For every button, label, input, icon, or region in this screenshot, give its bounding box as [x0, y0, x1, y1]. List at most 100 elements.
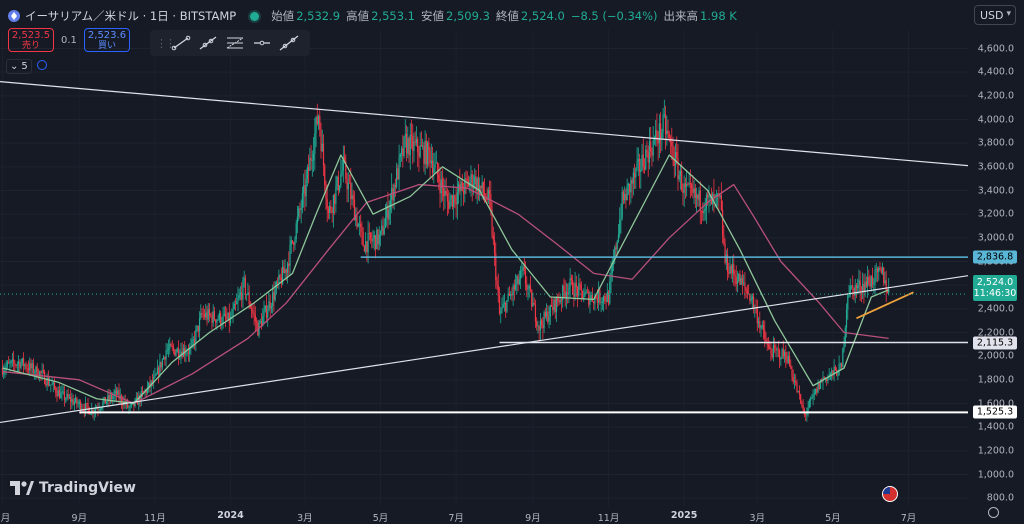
- candle-body: [650, 141, 652, 152]
- candle-body: [343, 156, 346, 162]
- candle-body: [498, 295, 501, 314]
- candle-body: [445, 190, 447, 195]
- high-label: 高値: [346, 9, 370, 23]
- candle-body: [487, 189, 489, 201]
- candle-body: [814, 389, 817, 394]
- candle-body: [568, 286, 570, 294]
- candle-body: [879, 267, 881, 270]
- candle-body: [636, 161, 638, 169]
- horizontal-line-icon[interactable]: [250, 32, 274, 54]
- candle-body: [823, 377, 825, 379]
- candle-body: [569, 278, 571, 287]
- candle-body: [477, 178, 480, 195]
- price-axis[interactable]: 800.0 1,000.0 1,200.0 1,400.0 1,600.0 1,800.0…: [970, 40, 1024, 512]
- candle-body: [226, 317, 228, 319]
- candle-body: [60, 393, 62, 399]
- candle-body: [441, 179, 444, 189]
- candle-body: [34, 372, 36, 374]
- candle-body: [48, 384, 51, 386]
- candle-body: [246, 294, 248, 296]
- candle-body: [664, 114, 667, 135]
- candle-body: [796, 382, 798, 392]
- candle-body: [321, 143, 323, 152]
- symbol-info-bar: イーサリアム／米ドル · 1日 · BITSTAMP 始値 2,532.9 高値…: [8, 8, 737, 24]
- candle-body: [528, 286, 530, 289]
- candle-body: [857, 285, 859, 289]
- candle-body: [446, 194, 449, 202]
- ray-icon[interactable]: [196, 32, 220, 54]
- extended-line-icon[interactable]: [277, 32, 301, 54]
- candle-body: [55, 387, 57, 394]
- candle-body: [394, 184, 396, 187]
- candle-body: [263, 310, 265, 317]
- candle-body: [632, 172, 634, 184]
- candle-body: [155, 373, 157, 375]
- candle-body: [76, 397, 78, 404]
- candle-body: [436, 162, 439, 175]
- indicator-collapse-button[interactable]: ⌄ 5: [6, 59, 32, 74]
- candle-body: [686, 184, 688, 188]
- y-tick-label: 800.0: [986, 492, 1014, 504]
- candle-body: [471, 174, 473, 189]
- candle-body: [223, 313, 225, 316]
- candle-body: [657, 139, 659, 144]
- candle-body: [726, 254, 729, 273]
- current-price-tag[interactable]: 2,524.0 11:46:30: [973, 275, 1017, 302]
- sell-button[interactable]: 2,523.5 売り: [8, 28, 54, 52]
- candle-body: [705, 194, 708, 209]
- candle-body: [635, 168, 637, 178]
- candle-body: [853, 287, 855, 296]
- resistance-price-tag[interactable]: 2,836.8: [973, 250, 1017, 264]
- candle-body: [475, 176, 477, 191]
- buy-button[interactable]: 2,523.6 買い: [84, 28, 130, 52]
- candle-body: [531, 290, 533, 307]
- candle-body: [290, 240, 292, 245]
- y-tick-label: 3,000.0: [977, 232, 1014, 244]
- candle-body: [883, 267, 885, 283]
- candle-body: [22, 358, 25, 367]
- volume-label: 出来高: [663, 9, 699, 23]
- candle-body: [648, 141, 651, 163]
- indicator-icon[interactable]: [37, 60, 47, 70]
- us-flag-icon[interactable]: [882, 486, 898, 502]
- candle-body: [334, 194, 336, 204]
- candle-body: [674, 151, 677, 166]
- candle-body: [300, 207, 302, 211]
- candle-body: [243, 277, 245, 281]
- candle-body: [800, 394, 802, 403]
- fib-icon[interactable]: [223, 32, 247, 54]
- currency-select[interactable]: USD ▾: [974, 5, 1016, 25]
- candle-body: [114, 390, 116, 394]
- candle-body: [885, 280, 887, 292]
- candle-body: [6, 362, 9, 367]
- candle-body: [668, 133, 670, 138]
- close-value: 2,524.0: [520, 9, 565, 23]
- candle-body: [522, 266, 524, 271]
- mid-price-tag[interactable]: 2,115.3: [973, 336, 1017, 350]
- symbol-title[interactable]: イーサリアム／米ドル · 1日 · BITSTAMP: [25, 9, 237, 23]
- candle-body: [186, 352, 188, 354]
- candle-body: [865, 281, 867, 287]
- candle-body: [304, 185, 306, 197]
- candle-body: [801, 402, 803, 405]
- candle-body: [31, 363, 33, 369]
- candle-body: [196, 325, 198, 330]
- candle-body: [251, 308, 253, 312]
- candle-body: [744, 282, 746, 288]
- candle-body: [150, 380, 152, 387]
- candle-body: [724, 243, 726, 263]
- candle-body: [741, 277, 744, 284]
- x-tick-label: 3月: [749, 513, 766, 524]
- candle-body: [627, 183, 629, 186]
- support-price-tag[interactable]: 1,525.3: [973, 405, 1017, 419]
- trend-line-icon[interactable]: [169, 32, 193, 54]
- candle-body: [165, 350, 167, 360]
- candle-body: [384, 217, 387, 228]
- candle-body: [187, 352, 189, 354]
- candle-body: [408, 138, 410, 156]
- candle-body: [211, 315, 213, 323]
- candle-body: [3, 371, 5, 375]
- settings-icon[interactable]: [988, 507, 999, 518]
- drag-handle-icon[interactable]: ⋮⋮: [156, 36, 176, 50]
